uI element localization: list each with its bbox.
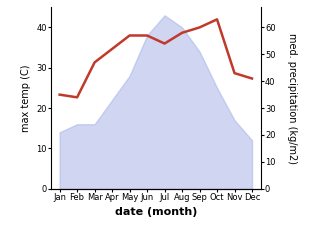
X-axis label: date (month): date (month) — [114, 207, 197, 218]
Y-axis label: max temp (C): max temp (C) — [21, 64, 31, 132]
Y-axis label: med. precipitation (kg/m2): med. precipitation (kg/m2) — [287, 32, 297, 164]
